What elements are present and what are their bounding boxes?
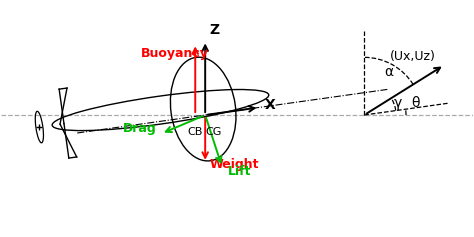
Text: Buoyancy: Buoyancy xyxy=(141,47,209,60)
Text: CB: CB xyxy=(188,127,203,137)
Text: Drag: Drag xyxy=(123,122,156,135)
Text: θ: θ xyxy=(411,96,419,110)
Text: (Ux,Uz): (Ux,Uz) xyxy=(390,50,436,63)
Text: Lift: Lift xyxy=(228,165,252,178)
Text: CG: CG xyxy=(205,127,221,137)
Text: X: X xyxy=(264,98,275,112)
Text: Z: Z xyxy=(209,23,219,37)
Text: γ: γ xyxy=(394,96,402,110)
Text: α: α xyxy=(384,64,393,78)
Text: Weight: Weight xyxy=(209,158,259,171)
